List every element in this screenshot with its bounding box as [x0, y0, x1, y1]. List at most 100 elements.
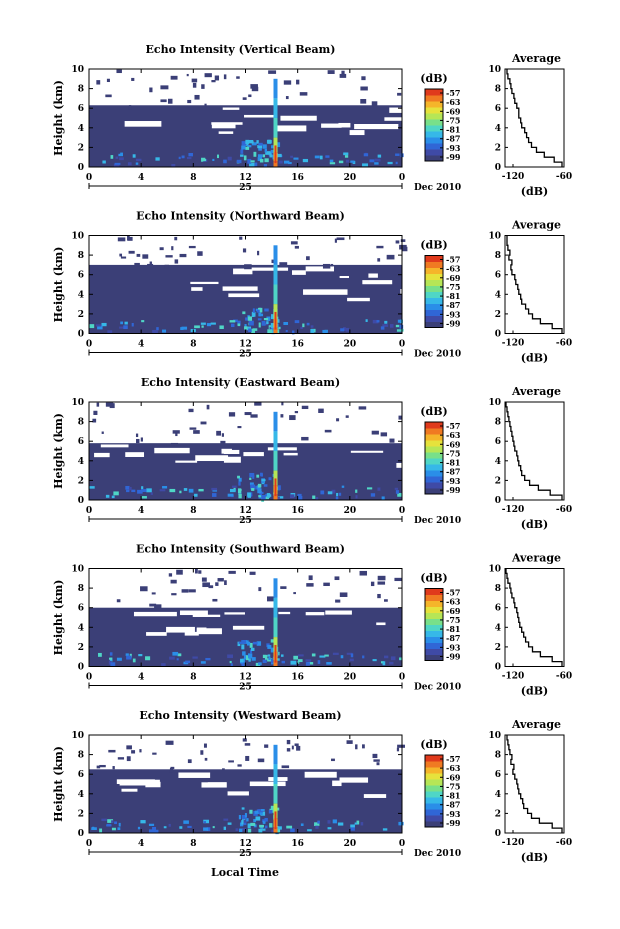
echo-cell [270, 658, 274, 664]
echo-cell [211, 487, 218, 491]
echo-cell [276, 829, 281, 833]
colorbar-swatch [425, 476, 443, 483]
average-y-tick-label: 4 [495, 790, 501, 800]
echo-cell [263, 321, 268, 326]
echo-cell [268, 656, 271, 661]
echo-patch [371, 101, 378, 106]
y-tick-label: 6 [78, 104, 84, 114]
echo-cell [179, 490, 182, 494]
echo-cell [253, 151, 257, 157]
echo-cell [251, 142, 257, 146]
clear-gap [224, 612, 245, 615]
echo-patch [360, 98, 367, 104]
echo-cell [186, 157, 192, 160]
echo-cell [266, 493, 271, 498]
colorbar-tick-label: -99 [446, 485, 461, 495]
clear-gap [145, 781, 161, 788]
x-tick-label: 4 [138, 173, 144, 183]
colorbar-tick-label: -93 [446, 143, 461, 153]
echo-cell [293, 157, 299, 160]
x-tick-label: 20 [344, 340, 357, 350]
echo-patch [397, 92, 402, 96]
echo-cell [203, 827, 209, 831]
echo-patch [187, 99, 192, 104]
average-y-tick-label: 8 [495, 418, 501, 428]
colorbar-unit: (dB) [420, 405, 447, 418]
echo-cell [327, 820, 331, 824]
echo-cell [183, 488, 188, 491]
echo-cell [281, 660, 285, 664]
clear-gap [305, 266, 335, 272]
echo-cell [247, 828, 252, 833]
echo-cell [169, 656, 175, 660]
echo-cell [156, 327, 159, 331]
echo-cell [203, 821, 206, 824]
average-title: Average [511, 718, 561, 731]
average-frame [504, 235, 565, 334]
y-axis: 0 2 4 6 8 10 [71, 65, 402, 173]
echo-patch [208, 585, 214, 589]
average-y-tick-label: 8 [495, 251, 501, 261]
echo-cell [194, 493, 198, 497]
echo-patch [257, 758, 265, 763]
x-tick-label: 4 [138, 340, 144, 350]
echo-cell [264, 825, 268, 829]
echo-cell [317, 660, 321, 664]
panel-title: Echo Intensity (Eastward Beam) [141, 376, 340, 389]
echo-cell [201, 158, 207, 162]
average-y-tick-label: 0 [495, 330, 501, 340]
echo-cell [374, 162, 379, 165]
x-tick-label: 8 [190, 506, 196, 516]
echo-patch [171, 246, 174, 251]
colorbar-swatch [425, 785, 443, 792]
x-tick-label: 0 [86, 173, 92, 183]
echo-cell [374, 158, 381, 162]
echo-cell [257, 154, 263, 158]
echo-patch [293, 592, 296, 595]
echo-patch [283, 80, 292, 85]
clear-gap [325, 610, 352, 615]
colorbar-tick-label: -87 [446, 800, 460, 810]
colorbar-swatch [425, 255, 443, 262]
panel-0: Echo Intensity (Vertical Beam)0 4 8 12 16 20 0… [52, 43, 572, 198]
echo-patch [170, 75, 178, 80]
clear-gap [280, 115, 317, 121]
colorbar-swatch [425, 648, 443, 655]
echo-cell [302, 158, 309, 163]
echo-cell [278, 160, 283, 164]
echo-cell [107, 819, 114, 823]
rain-spike [273, 764, 278, 784]
echo-cell [89, 324, 95, 329]
clear-gap [192, 614, 221, 617]
x-axis: 0 4 8 12 16 20 0 [86, 568, 405, 683]
x-axis: 0 4 8 12 16 20 0 [86, 735, 405, 849]
colorbar-tick-label: -57 [446, 421, 460, 431]
echo-cell [181, 155, 185, 159]
echo-cell [310, 329, 315, 333]
echo-patch [139, 749, 142, 753]
echo-patch [281, 765, 290, 769]
echo-cell [240, 658, 244, 663]
echo-cell [146, 488, 152, 493]
echo-cell [286, 825, 293, 829]
clear-gap [178, 772, 211, 778]
colorbar-swatch [425, 594, 443, 601]
y-tick-label: 6 [78, 271, 84, 281]
echo-cell [249, 482, 254, 486]
echo-cell [231, 485, 237, 488]
date-label: Dec 2010 [414, 849, 461, 859]
echo-cell [206, 827, 211, 832]
echo-cell [242, 828, 246, 831]
echo-patch [280, 586, 287, 589]
echo-patch [179, 253, 187, 258]
echo-cell [300, 823, 304, 827]
colorbar-swatch [425, 600, 443, 607]
echo-patch [140, 437, 143, 442]
echo-cell [223, 826, 226, 830]
echo-patch [170, 579, 177, 584]
echo-patch [324, 429, 332, 433]
echo-patch [215, 582, 219, 586]
clear-gap [222, 107, 240, 110]
echo-cell [383, 655, 389, 659]
